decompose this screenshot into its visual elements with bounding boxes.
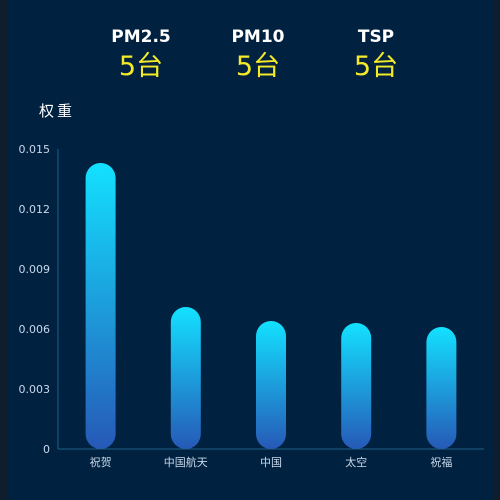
bars bbox=[85, 163, 457, 449]
stat-pm25-value: 5台 bbox=[118, 51, 164, 82]
x-category-label: 祝福 bbox=[430, 455, 452, 469]
y-tick-label: 0.006 bbox=[19, 323, 51, 336]
x-axis: 祝贺 中国航天 中国 太空 祝福 bbox=[58, 448, 484, 469]
y-axis-label: 权重 bbox=[39, 102, 75, 120]
y-tick-label: 0.009 bbox=[19, 263, 51, 276]
stat-tsp-label: TSP bbox=[357, 27, 395, 47]
right-border bbox=[493, 0, 500, 500]
x-category-label: 太空 bbox=[345, 455, 367, 469]
y-tick-label: 0.003 bbox=[19, 383, 51, 396]
stat-tsp: TSP 5台 bbox=[321, 26, 431, 85]
y-tick-label: 0 bbox=[43, 443, 50, 456]
stat-pm10-value: 5台 bbox=[235, 51, 281, 82]
stat-pm10: PM10 5台 bbox=[203, 26, 313, 85]
y-tick-label: 0.015 bbox=[19, 143, 51, 156]
y-tick-label: 0.012 bbox=[19, 203, 51, 216]
bar-3 bbox=[341, 323, 372, 449]
x-category-label: 祝贺 bbox=[90, 455, 112, 469]
x-category-label: 中国 bbox=[260, 456, 282, 469]
bar-4 bbox=[426, 327, 457, 449]
stat-pm25: PM2.5 5台 bbox=[86, 26, 196, 85]
left-border bbox=[0, 0, 8, 500]
stat-tsp-value: 5台 bbox=[353, 51, 399, 82]
y-axis: 0 0.003 0.006 0.009 0.012 0.015 bbox=[19, 143, 59, 456]
bar-2 bbox=[256, 321, 286, 449]
bar-0 bbox=[85, 163, 116, 449]
bar-1 bbox=[170, 307, 201, 449]
stat-pm25-label: PM2.5 bbox=[111, 27, 171, 47]
stat-pm10-label: PM10 bbox=[231, 27, 285, 47]
x-category-label: 中国航天 bbox=[164, 455, 208, 469]
